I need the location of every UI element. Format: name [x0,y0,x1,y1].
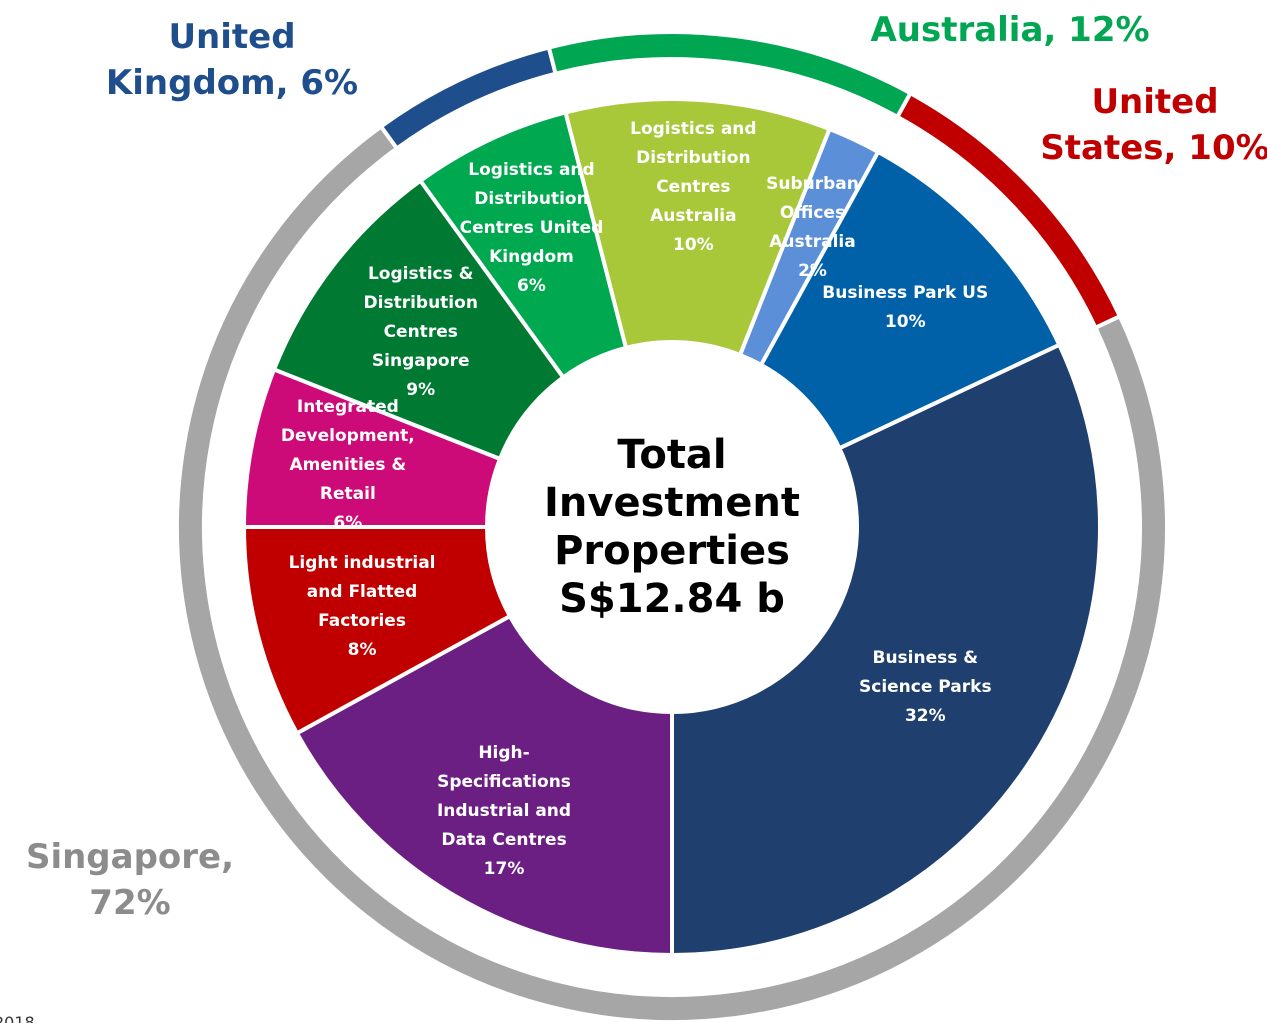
segment-label: Business & Science Parks 32% [840,603,1010,773]
segment-label: Logistics and Distribution Centres Unite… [446,143,616,313]
label-box: Logistics & Distribution Centres Singapo… [346,247,496,417]
outer-label: United Kingdom, 6% [105,17,359,103]
category-label: Business & Science Parks [859,648,992,698]
label-box: Logistics and Distribution Centres Unite… [446,143,616,313]
outer-segment [894,90,1123,331]
segment-label: Light industrial and Flatted Factories 8% [277,522,447,692]
chart-subtitle: S$12.84 b [559,576,785,622]
category-label: Logistics & Distribution Centres Singapo… [363,263,478,371]
value-label: 2% [798,261,827,282]
value-label: 17% [483,858,525,879]
segment-label: Suburban Offices Australia 2% [753,143,873,313]
label-box: Integrated Development, Amenities & Reta… [273,380,423,550]
category-label: Suburban Offices Australia [766,174,859,253]
outer-label: Australia, 12% [870,10,1150,50]
value-label: 10% [884,311,926,332]
label-box: Suburban Offices Australia 2% [753,143,873,313]
segment-label: Integrated Development, Amenities & Reta… [273,380,423,550]
segment-label: High-Specifications Industrial and Data … [414,726,594,896]
label-box: Singapore, 72% [10,825,250,935]
outer-label-box: Australia, 12% [850,0,1170,85]
value-label: 10% [672,235,714,256]
donut-segment [294,613,674,958]
value-label: 32% [904,706,946,727]
label-box: Light industrial and Flatted Factories 8% [277,522,447,692]
label-box: Total Investment Properties S$12.84 b [492,427,852,627]
category-label: Logistics and Distribution Centres Austr… [630,119,757,227]
donut-segment [758,149,1062,451]
outer-label: United States, 10% [1040,82,1267,168]
label-box: High-Specifications Industrial and Data … [414,726,594,896]
category-label: High-Specifications Industrial and Data … [436,742,572,850]
outer-label: Singapore, 72% [25,837,235,923]
outer-label-box: Singapore, 72% [10,825,250,935]
label-box: Business & Science Parks 32% [840,603,1010,773]
value-label: 8% [347,639,377,660]
label-box: United States, 10% [1040,70,1267,180]
segment-label: Logistics & Distribution Centres Singapo… [346,247,496,417]
label-box: Australia, 12% [850,0,1170,85]
donut-segment [271,177,567,462]
value-label: 6% [333,512,363,533]
donut-segment [670,342,1103,958]
category-label: Light industrial and Flatted Factories [288,552,436,631]
footnote: 2018 [0,1013,35,1023]
label-box: Logistics and Distribution Centres Austr… [613,103,773,273]
label-box: Business Park US 10% [805,223,1005,393]
chart-title: Total Investment Properties [544,432,800,574]
category-label: Business Park US [822,282,989,303]
segment-label: Business Park US 10% [805,223,1005,393]
value-label: 6% [517,275,546,296]
category-label: Logistics and Distribution Centres Unite… [459,159,604,267]
outer-label-box: United States, 10% [1040,70,1267,180]
category-label: Integrated Development, Amenities & Reta… [280,396,415,504]
label-box: United Kingdom, 6% [82,5,382,115]
segment-label: Logistics and Distribution Centres Austr… [613,103,773,273]
outer-label-box: United Kingdom, 6% [82,5,382,115]
value-label: 9% [406,379,436,400]
